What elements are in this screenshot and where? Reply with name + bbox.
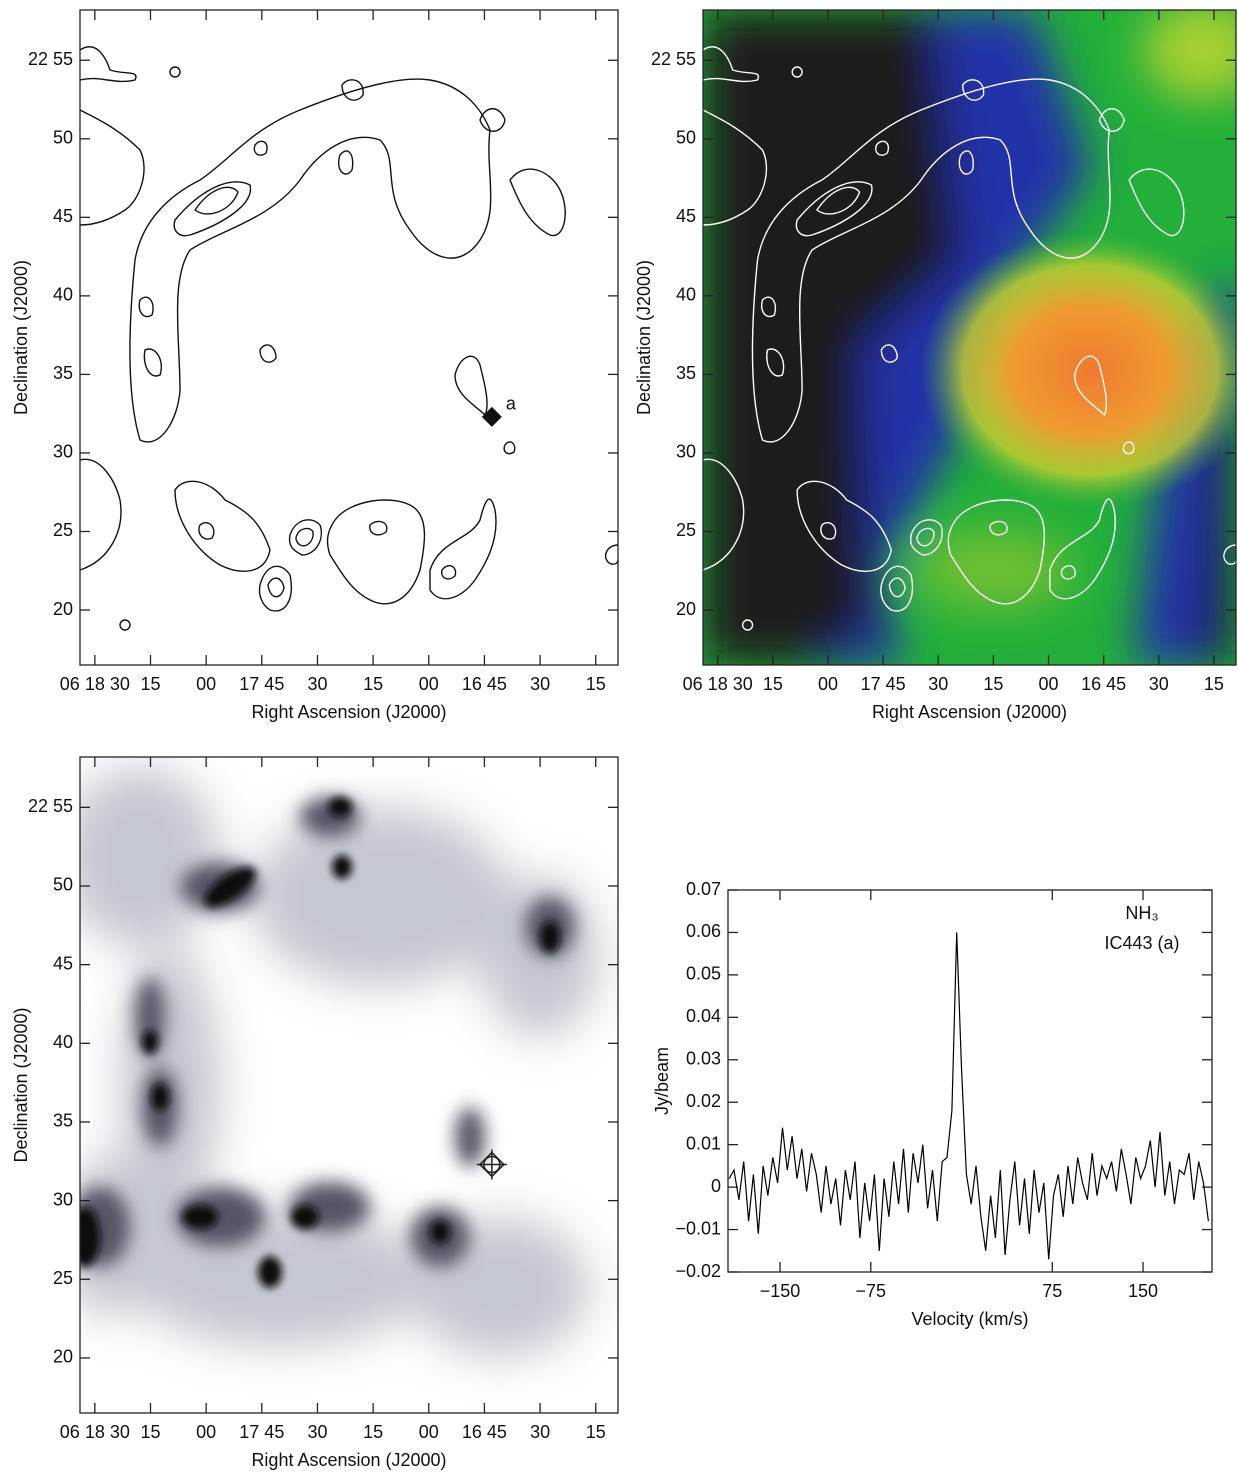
x-tick-label: 00 (419, 674, 439, 694)
x-tick-label: 30 (307, 1422, 327, 1442)
x-tick-label: 00 (419, 1422, 439, 1442)
x-tick-label: 06 18 30 (683, 674, 753, 694)
y-tick-label: 0.01 (686, 1133, 721, 1153)
annotation: NH₃ (1125, 903, 1158, 923)
y-tick-label: 0.06 (686, 921, 721, 941)
source-marker (481, 406, 502, 427)
x-tick-label: 30 (530, 1422, 550, 1442)
y-tick-label: 35 (676, 363, 696, 383)
x-tick-label: 30 (530, 674, 550, 694)
y-axis-label: Declination (J2000) (11, 260, 31, 415)
y-tick-label: 40 (53, 285, 73, 305)
y-tick-label: 50 (676, 128, 696, 148)
x-tick-label: 15 (586, 1422, 606, 1442)
annotation: IC443 (a) (1104, 933, 1179, 953)
y-tick-label: 45 (53, 206, 73, 226)
x-tick-label: 17 45 (239, 674, 284, 694)
y-tick-label: 0.07 (686, 879, 721, 899)
y-tick-label: −0.01 (675, 1218, 721, 1238)
source-marker (476, 1149, 507, 1180)
x-tick-label: 06 18 30 (60, 1422, 130, 1442)
y-tick-label: 22 55 (651, 49, 696, 69)
y-tick-label: 40 (53, 1032, 73, 1052)
y-tick-label: 20 (53, 1347, 73, 1367)
x-tick-label: 30 (928, 674, 948, 694)
y-tick-label: 0.03 (686, 1049, 721, 1069)
y-tick-label: 40 (676, 285, 696, 305)
x-axis-label: Right Ascension (J2000) (872, 702, 1067, 722)
y-tick-label: 22 55 (28, 796, 73, 816)
x-tick-label: 00 (818, 674, 838, 694)
x-tick-label: 15 (363, 674, 383, 694)
y-tick-label: 35 (53, 363, 73, 383)
y-tick-label: 30 (53, 442, 73, 462)
y-tick-label: 45 (53, 953, 73, 973)
x-tick-label: 00 (196, 674, 216, 694)
y-tick-label: 20 (676, 599, 696, 619)
x-tick-label: 15 (586, 674, 606, 694)
plot-frame (79, 756, 619, 1414)
y-tick-label: 0.02 (686, 1091, 721, 1111)
x-tick-label: 150 (1128, 1281, 1158, 1301)
x-axis-label: Right Ascension (J2000) (251, 702, 446, 722)
y-tick-label: 50 (53, 128, 73, 148)
x-tick-label: 17 45 (239, 1422, 284, 1442)
y-tick-label: 0.04 (686, 1006, 721, 1026)
x-tick-label: 17 45 (861, 674, 906, 694)
y-tick-label: 45 (676, 206, 696, 226)
gray-image (80, 757, 618, 1413)
y-tick-label: 25 (53, 520, 73, 540)
x-tick-label: 16 45 (462, 1422, 507, 1442)
x-tick-label: −150 (760, 1281, 801, 1301)
y-tick-label: −0.02 (675, 1261, 721, 1281)
x-tick-label: 15 (140, 674, 160, 694)
y-tick-label: 35 (53, 1111, 73, 1131)
y-tick-label: 0.05 (686, 964, 721, 984)
x-tick-label: 00 (196, 1422, 216, 1442)
y-axis-label: Declination (J2000) (11, 1007, 31, 1162)
x-tick-label: 15 (1204, 674, 1224, 694)
x-tick-label: 16 45 (462, 674, 507, 694)
plot-frame (727, 889, 1213, 1273)
x-tick-label: 15 (763, 674, 783, 694)
y-tick-label: 25 (53, 1268, 73, 1288)
y-tick-label: 0 (711, 1176, 721, 1196)
y-axis-label: Declination (J2000) (634, 260, 654, 415)
plot-frame (79, 9, 619, 666)
y-tick-label: 25 (676, 520, 696, 540)
x-tick-label: 15 (140, 1422, 160, 1442)
x-tick-label: 30 (307, 674, 327, 694)
color-image (703, 10, 1236, 665)
y-tick-label: 30 (676, 442, 696, 462)
contours (79, 46, 619, 631)
x-axis-label: Velocity (km/s) (911, 1309, 1028, 1329)
marker-label: a (506, 394, 517, 414)
x-tick-label: 15 (983, 674, 1003, 694)
y-tick-label: 22 55 (28, 49, 73, 69)
diamond (481, 406, 502, 427)
x-tick-label: 30 (1149, 674, 1169, 694)
y-tick-label: 50 (53, 875, 73, 895)
y-axis-label: Jy/beam (652, 1047, 672, 1115)
spectrum-line (728, 932, 1209, 1260)
x-tick-label: 06 18 30 (60, 674, 130, 694)
x-tick-label: 75 (1042, 1281, 1062, 1301)
x-tick-label: 16 45 (1081, 674, 1126, 694)
y-tick-label: 20 (53, 599, 73, 619)
x-tick-label: 00 (1039, 674, 1059, 694)
y-tick-label: 30 (53, 1189, 73, 1209)
x-axis-label: Right Ascension (J2000) (251, 1450, 446, 1470)
x-tick-label: −75 (856, 1281, 887, 1301)
plot-frame (702, 9, 1237, 666)
x-tick-label: 15 (363, 1422, 383, 1442)
